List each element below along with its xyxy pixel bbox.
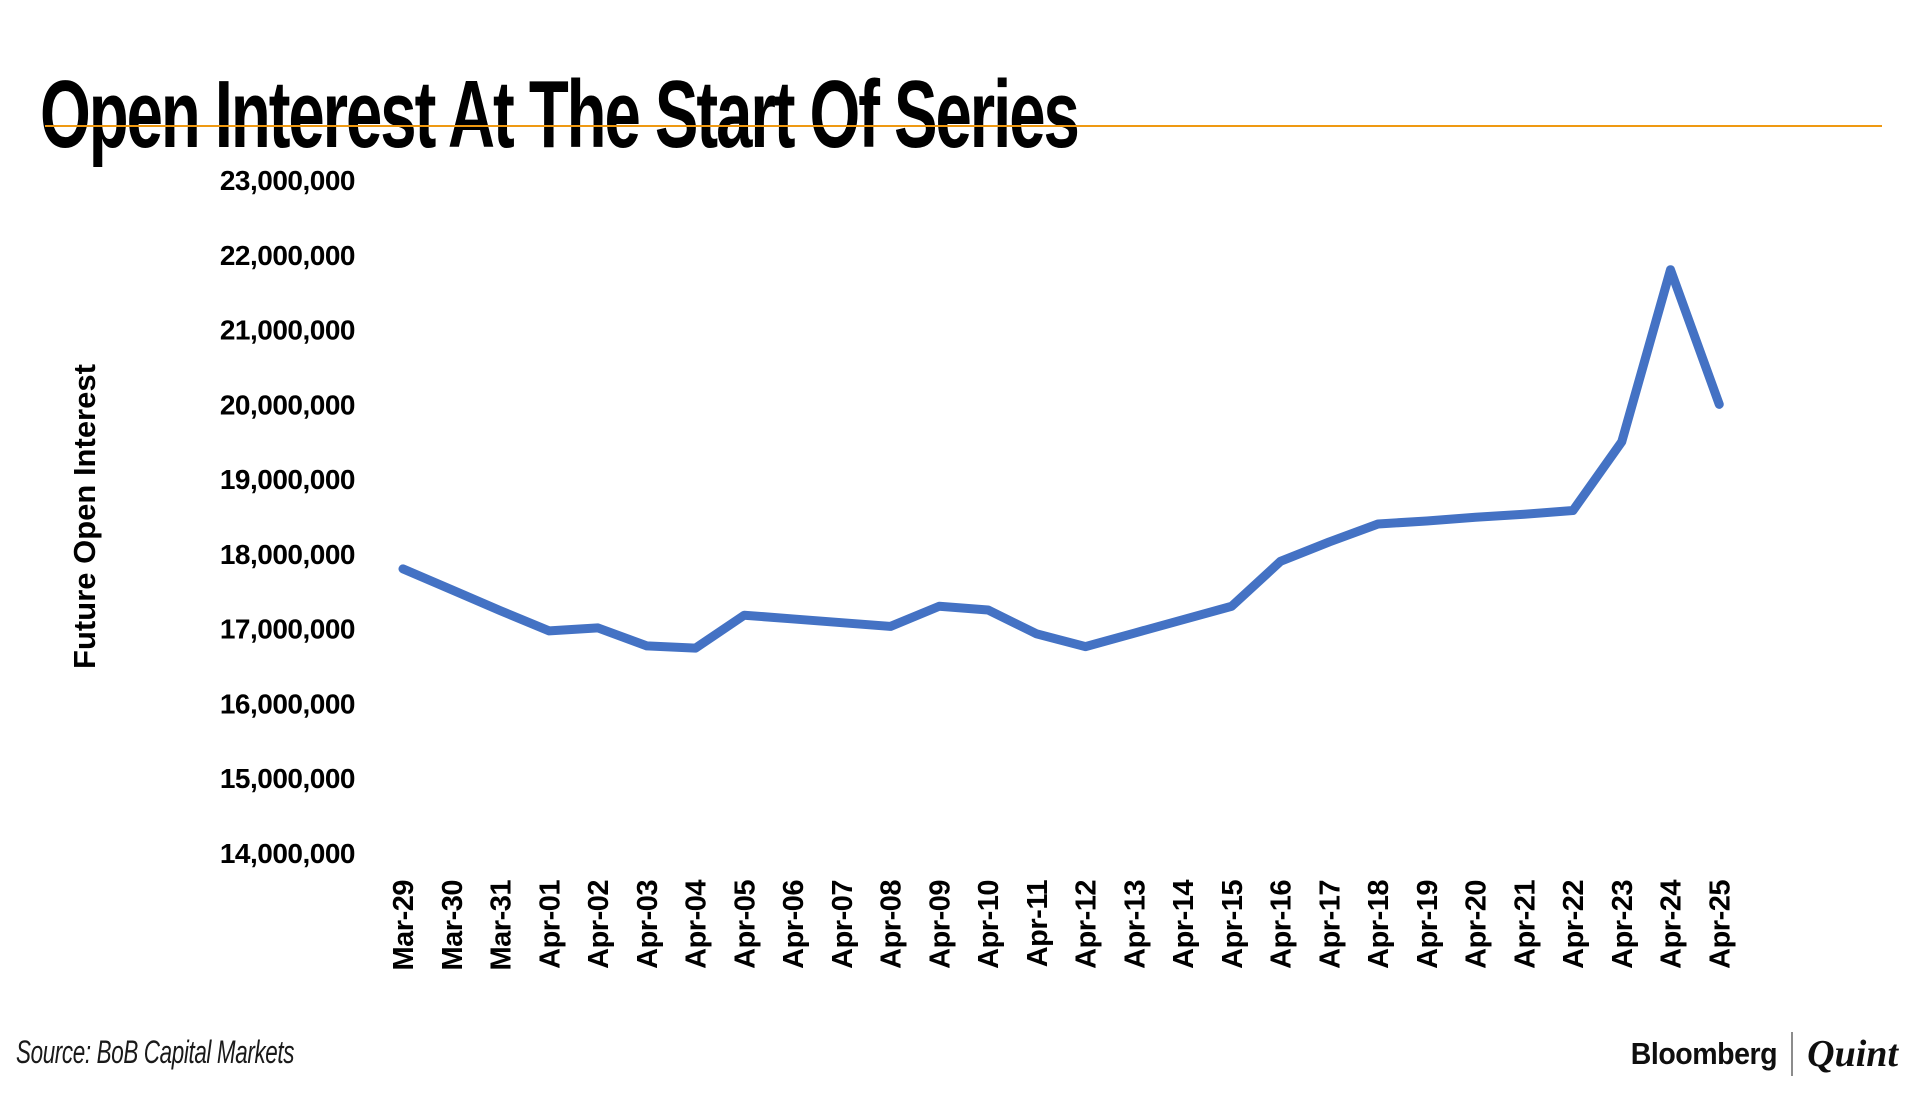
x-axis-tick-label: Apr-04 <box>681 880 713 969</box>
x-axis-tick-label: Apr-02 <box>583 880 615 969</box>
y-axis-tick-label: 16,000,000 <box>220 688 355 719</box>
y-axis-tick-label: 23,000,000 <box>220 165 355 196</box>
x-axis-tick-label: Apr-01 <box>534 880 566 969</box>
bloomberg-wordmark: Bloomberg <box>1630 1036 1778 1071</box>
y-axis-tick-label: 21,000,000 <box>220 315 355 346</box>
x-axis-tick-label: Apr-14 <box>1168 880 1200 969</box>
x-axis-tick-label: Apr-23 <box>1607 880 1639 969</box>
bloomberg-quint-logo: Bloomberg Quint <box>1618 1028 1898 1080</box>
x-axis-tick-label: Apr-18 <box>1363 880 1395 969</box>
x-axis-tick-label: Apr-22 <box>1558 880 1590 969</box>
x-axis-tick-label: Apr-19 <box>1412 880 1444 969</box>
x-axis-tick-label: Mar-31 <box>486 880 518 971</box>
x-axis-tick-label: Apr-09 <box>924 880 956 969</box>
logo-divider <box>1791 1032 1794 1076</box>
x-axis-tick-label: Apr-07 <box>827 880 859 969</box>
y-axis-tick-label: 20,000,000 <box>220 389 355 420</box>
x-axis-tick-label: Apr-06 <box>778 880 810 969</box>
y-axis-tick-label: 18,000,000 <box>220 539 355 570</box>
y-axis-tick-label: 19,000,000 <box>220 464 355 495</box>
x-axis-tick-label: Apr-25 <box>1704 880 1736 969</box>
y-axis-tick-label: 14,000,000 <box>220 838 355 869</box>
data-line-series <box>398 265 1724 653</box>
x-axis-tick-label: Apr-15 <box>1217 880 1249 969</box>
x-axis-tick-label: Apr-03 <box>632 880 664 969</box>
y-axis-tick-label: 15,000,000 <box>220 763 355 794</box>
x-axis-tick-label: Apr-20 <box>1461 880 1493 969</box>
source-text: Source: BoB Capital Markets <box>16 1034 295 1070</box>
x-axis-tick-label: Apr-24 <box>1656 880 1688 969</box>
x-axis-tick-label: Apr-17 <box>1314 880 1346 969</box>
title-underline <box>45 125 1882 127</box>
quint-wordmark: Quint <box>1807 1033 1898 1075</box>
x-axis-tick-label: Apr-21 <box>1509 880 1541 969</box>
x-axis-tick-label: Apr-13 <box>1119 880 1151 969</box>
x-axis-tick-label: Apr-16 <box>1266 880 1298 969</box>
x-axis-tick-label: Mar-30 <box>437 880 469 971</box>
x-axis-tick-label: Apr-12 <box>1071 880 1103 969</box>
x-axis-tick-label: Apr-05 <box>729 880 761 969</box>
y-axis-tick-label: 22,000,000 <box>220 240 355 271</box>
x-axis-tick-label: Apr-11 <box>1022 880 1054 968</box>
y-axis-title: Future Open Interest <box>67 364 102 669</box>
page-title: Open Interest At The Start Of Series <box>40 61 1080 169</box>
x-axis-tick-label: Mar-29 <box>388 880 420 971</box>
y-axis-tick-label: 17,000,000 <box>220 614 355 645</box>
x-axis-tick-label: Apr-08 <box>876 880 908 969</box>
x-axis-tick-label: Apr-10 <box>973 880 1005 969</box>
